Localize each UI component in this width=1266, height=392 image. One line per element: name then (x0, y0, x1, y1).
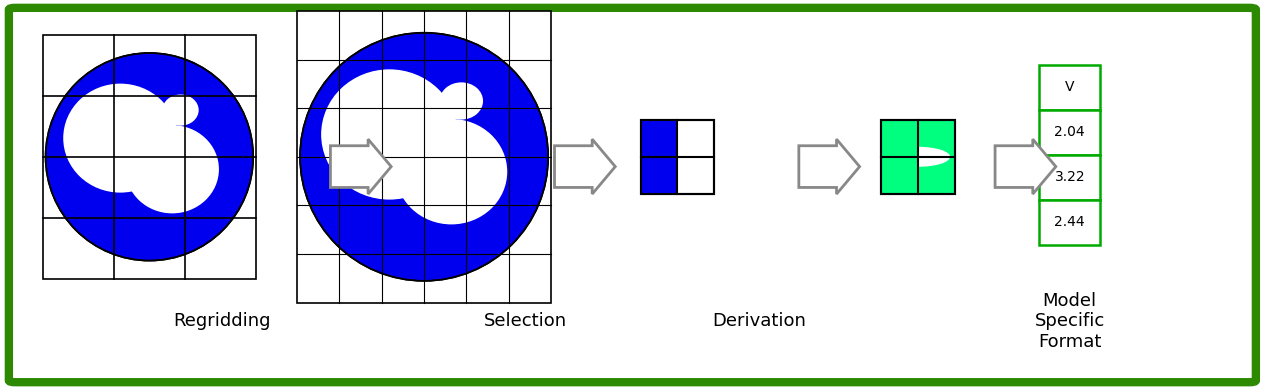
Bar (1039, 65, 1100, 110)
Bar (43, 35, 256, 279)
Polygon shape (995, 139, 1056, 194)
Bar (1039, 110, 1100, 155)
Polygon shape (330, 139, 391, 194)
Bar (1039, 200, 1100, 245)
Wedge shape (677, 147, 710, 167)
Text: 3.22: 3.22 (1055, 171, 1085, 184)
Ellipse shape (63, 83, 177, 192)
Bar (641, 120, 677, 194)
Bar (881, 120, 955, 194)
Text: V: V (1065, 80, 1075, 94)
Ellipse shape (125, 125, 219, 213)
Ellipse shape (439, 82, 484, 120)
Bar (881, 120, 955, 194)
Ellipse shape (162, 94, 199, 126)
Ellipse shape (300, 33, 548, 281)
Polygon shape (799, 139, 860, 194)
Text: Model
Specific
Format: Model Specific Format (1034, 292, 1105, 351)
Text: 2.44: 2.44 (1055, 216, 1085, 229)
Bar (1039, 155, 1100, 200)
FancyBboxPatch shape (9, 8, 1256, 382)
Polygon shape (555, 139, 615, 194)
Ellipse shape (322, 69, 457, 200)
Bar (641, 120, 714, 194)
Bar (298, 11, 551, 303)
Bar (641, 120, 714, 194)
Ellipse shape (46, 53, 253, 261)
Wedge shape (918, 147, 951, 167)
Ellipse shape (395, 119, 508, 224)
Text: 2.04: 2.04 (1055, 125, 1085, 139)
Text: Regridding: Regridding (172, 312, 271, 330)
Text: Derivation: Derivation (713, 312, 806, 330)
Text: Selection: Selection (484, 312, 567, 330)
